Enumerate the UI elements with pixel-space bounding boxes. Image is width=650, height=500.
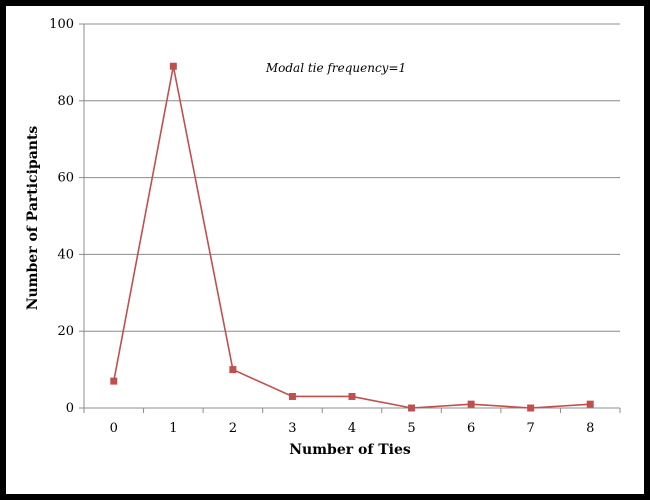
data-point-0: [110, 377, 118, 385]
series-line-0: [112, 66, 591, 409]
x-tick-label-5: 5: [407, 421, 415, 436]
y-tick-label-80: 80: [57, 94, 74, 109]
x-tick-label-6: 6: [467, 421, 475, 436]
data-point-7: [527, 404, 535, 412]
axes: [79, 23, 621, 413]
y-axis-title: Number of Participants: [25, 126, 41, 311]
x-tick-label-8: 8: [586, 421, 594, 436]
line-chart: 0 20 40 60 80 100 0 1 2 3 4 5 6 7 8 Modal tie frequen…: [25, 17, 621, 458]
y-tick-labels: 0 20 40 60 80 100: [49, 17, 74, 416]
data-point-8: [586, 400, 594, 408]
gridlines: [84, 23, 620, 332]
x-tick-label-7: 7: [527, 421, 535, 436]
data-point-6: [467, 400, 475, 408]
y-tick-label-0: 0: [66, 401, 74, 416]
x-tick-labels: 0 1 2 3 4 5 6 7 8: [110, 421, 595, 436]
y-tick-label-60: 60: [57, 171, 74, 186]
data-point-5: [408, 404, 416, 412]
data-point-2: [229, 366, 237, 374]
chart-frame: 0 20 40 60 80 100 0 1 2 3 4 5 6 7 8 Modal tie frequen…: [6, 6, 644, 494]
data-point-1: [169, 62, 177, 70]
x-tick-label-0: 0: [110, 421, 118, 436]
y-tick-label-100: 100: [49, 17, 74, 32]
y-tick-label-20: 20: [57, 324, 74, 339]
y-tick-label-40: 40: [57, 247, 74, 262]
annotation-text: Modal tie frequency=1: [265, 61, 406, 75]
x-tick-label-1: 1: [169, 421, 177, 436]
data-point-4: [348, 392, 356, 400]
series-group: [110, 62, 594, 412]
x-tick-label-2: 2: [229, 421, 237, 436]
x-tick-label-3: 3: [288, 421, 296, 436]
x-tick-label-4: 4: [348, 421, 356, 436]
data-point-3: [288, 392, 296, 400]
x-axis-title: Number of Ties: [289, 442, 411, 458]
